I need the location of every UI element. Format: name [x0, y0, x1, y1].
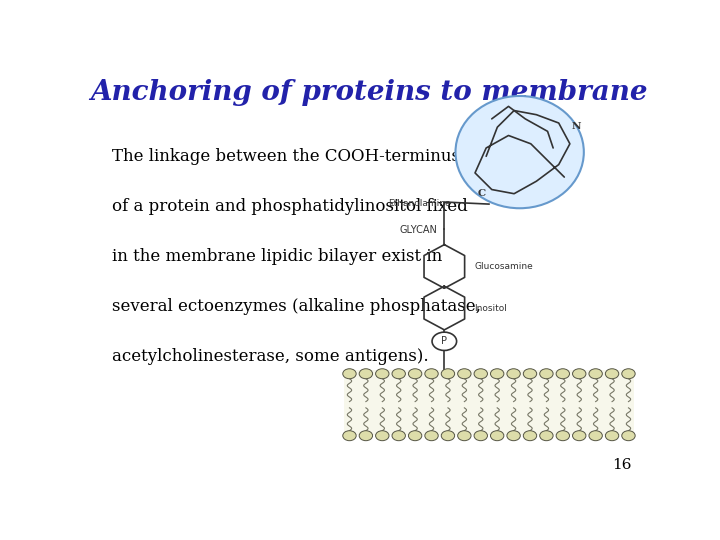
Text: C: C [478, 189, 486, 198]
Circle shape [507, 431, 521, 441]
Circle shape [540, 431, 553, 441]
Circle shape [474, 431, 487, 441]
Circle shape [556, 431, 570, 441]
Circle shape [523, 431, 536, 441]
Circle shape [490, 369, 504, 379]
Circle shape [622, 431, 635, 441]
Bar [344, 370, 634, 435]
Circle shape [474, 369, 487, 379]
Circle shape [507, 369, 521, 379]
Circle shape [425, 431, 438, 441]
Circle shape [589, 431, 603, 441]
Text: GLYCAN: GLYCAN [400, 225, 438, 235]
Circle shape [343, 431, 356, 441]
Circle shape [408, 369, 422, 379]
Circle shape [572, 369, 586, 379]
Text: 16: 16 [612, 458, 631, 472]
Circle shape [458, 431, 471, 441]
Text: acetylcholinesterase, some antigens).: acetylcholinesterase, some antigens). [112, 348, 429, 364]
Circle shape [359, 431, 372, 441]
Circle shape [606, 369, 618, 379]
Circle shape [490, 431, 504, 441]
Text: Inositol: Inositol [474, 303, 508, 313]
Text: Ethanolamine: Ethanolamine [389, 199, 451, 208]
Circle shape [572, 431, 586, 441]
Text: Anchoring of proteins to membrane: Anchoring of proteins to membrane [90, 79, 648, 106]
Circle shape [359, 369, 372, 379]
Circle shape [441, 431, 454, 441]
Text: P: P [441, 336, 447, 346]
Circle shape [432, 332, 456, 350]
Circle shape [392, 431, 405, 441]
Circle shape [523, 369, 536, 379]
Ellipse shape [456, 96, 584, 208]
Circle shape [606, 431, 618, 441]
Circle shape [622, 369, 635, 379]
Circle shape [376, 369, 389, 379]
Text: The linkage between the COOH-terminus: The linkage between the COOH-terminus [112, 148, 460, 165]
Circle shape [408, 431, 422, 441]
Circle shape [441, 369, 454, 379]
Text: in the membrane lipidic bilayer exist in: in the membrane lipidic bilayer exist in [112, 248, 443, 265]
Circle shape [589, 369, 603, 379]
Circle shape [540, 369, 553, 379]
Circle shape [343, 369, 356, 379]
Circle shape [425, 369, 438, 379]
Text: several ectoenzymes (alkaline phosphatase,: several ectoenzymes (alkaline phosphatas… [112, 298, 481, 315]
Circle shape [556, 369, 570, 379]
Text: of a protein and phosphatidylinositol fixed: of a protein and phosphatidylinositol fi… [112, 198, 468, 215]
Circle shape [458, 369, 471, 379]
Circle shape [392, 369, 405, 379]
Text: Glucosamine: Glucosamine [474, 262, 534, 271]
Text: N: N [572, 122, 581, 131]
Circle shape [376, 431, 389, 441]
